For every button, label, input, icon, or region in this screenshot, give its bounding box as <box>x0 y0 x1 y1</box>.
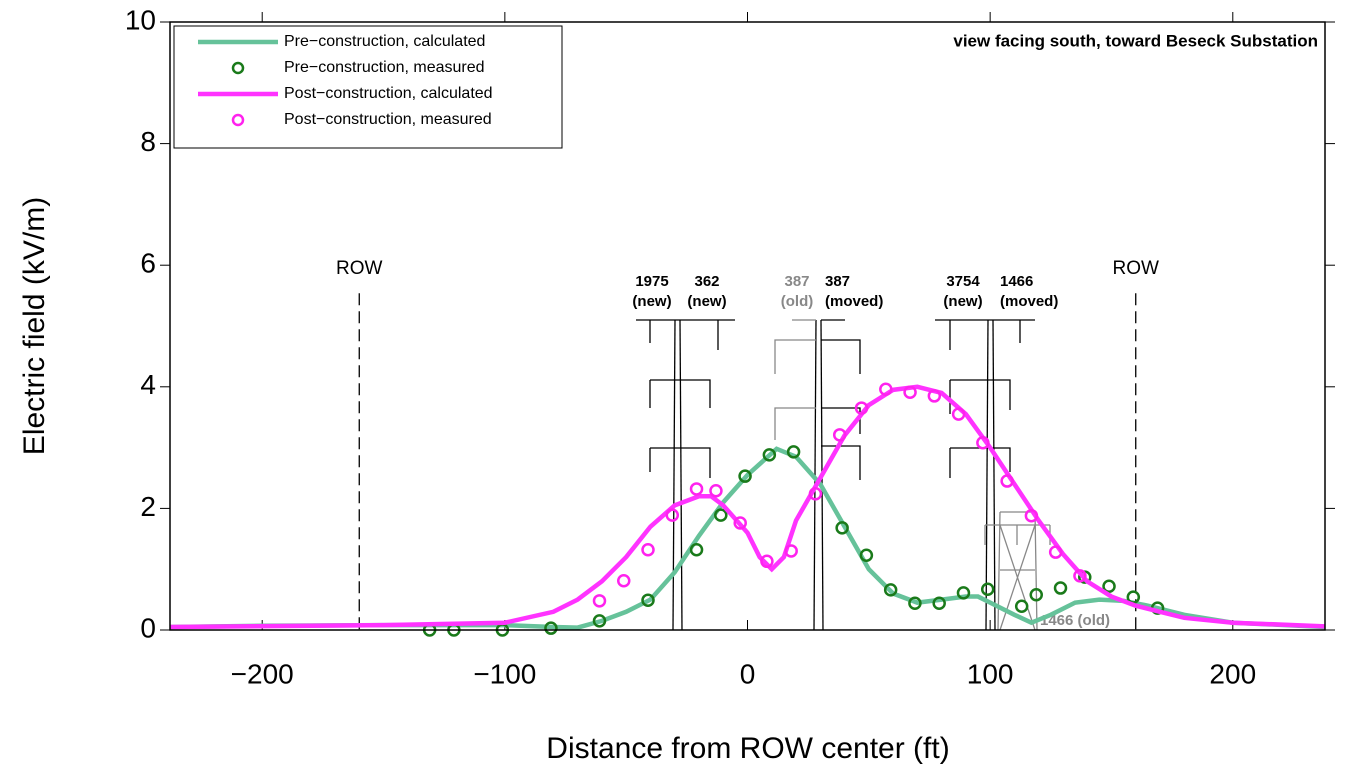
annotation: view facing south, toward Beseck Substat… <box>953 31 1318 50</box>
legend-label: Pre−construction, calculated <box>284 33 485 50</box>
data-point <box>689 482 704 496</box>
x-tick-label: 0 <box>740 658 756 689</box>
data-point <box>762 448 777 462</box>
data-point <box>951 407 966 421</box>
data-point <box>641 542 655 557</box>
structure-label: 1466 <box>1000 273 1033 290</box>
data-point <box>1000 474 1014 488</box>
x-tick-label: 100 <box>967 658 1014 689</box>
data-point <box>883 583 898 597</box>
data-point <box>903 385 917 400</box>
y-tick-label: 4 <box>140 369 156 400</box>
structure-label: (new) <box>943 293 982 310</box>
x-tick-label: −200 <box>231 658 294 689</box>
data-point <box>980 582 995 597</box>
data-point <box>835 521 849 535</box>
legend-box <box>173 25 563 149</box>
data-point <box>932 596 946 610</box>
legend-label: Post−construction, measured <box>284 111 492 128</box>
legend-swatch <box>231 113 245 127</box>
structure-label: 387 <box>825 273 850 290</box>
x-axis-title: Distance from ROW center (ft) <box>546 732 949 765</box>
legend-label: Pre−construction, measured <box>284 59 485 76</box>
data-point <box>689 542 704 557</box>
data-point <box>1102 579 1116 593</box>
structure-label: 3754 <box>946 273 980 290</box>
data-point <box>665 508 680 522</box>
data-point <box>832 428 847 442</box>
structure-label: 362 <box>694 273 719 290</box>
data-point <box>808 487 823 501</box>
data-point <box>927 389 942 403</box>
data-point <box>544 621 558 635</box>
data-point <box>1014 599 1029 614</box>
y-tick-label: 2 <box>140 491 156 522</box>
data-point <box>908 596 922 610</box>
data-point <box>1053 581 1068 595</box>
x-tick-label: −100 <box>473 658 536 689</box>
structure-label: (moved) <box>825 293 883 310</box>
data-point <box>592 614 607 628</box>
x-tick-label: 200 <box>1209 658 1256 689</box>
data-point <box>1029 587 1043 602</box>
data-point <box>976 435 990 450</box>
data-point <box>714 508 728 522</box>
structure-label: (old) <box>781 293 813 310</box>
data-point <box>709 484 723 498</box>
data-point <box>879 382 893 396</box>
plot-frame <box>169 21 1326 631</box>
legend-label: Post−construction, calculated <box>284 85 493 102</box>
row-label: ROW <box>1113 258 1160 279</box>
data-point <box>784 544 798 558</box>
y-tick-label: 6 <box>140 248 156 279</box>
y-axis-title: Electric field (kV/m) <box>18 197 51 455</box>
series-line <box>169 446 1326 630</box>
y-tick-label: 8 <box>140 126 156 157</box>
row-label: ROW <box>336 258 383 279</box>
data-point <box>738 469 752 483</box>
series-line <box>169 384 1326 630</box>
data-point <box>617 574 631 588</box>
data-point <box>786 445 801 459</box>
legend-swatch <box>231 61 245 75</box>
data-point <box>760 554 774 569</box>
y-tick-label: 10 <box>125 4 156 35</box>
data-point <box>1024 508 1039 523</box>
structure-label: (moved) <box>1000 293 1058 310</box>
data-point <box>733 516 747 530</box>
data-point <box>641 593 655 607</box>
data-point <box>1073 569 1087 583</box>
data-point <box>859 548 874 562</box>
structure-label: (new) <box>632 293 671 310</box>
structure-label: 387 <box>784 273 809 290</box>
structures <box>636 319 1051 631</box>
data-point <box>1048 545 1063 559</box>
structure-label: 1975 <box>635 273 668 290</box>
data-point <box>854 401 869 415</box>
structure-label: 1466 (old) <box>1040 612 1110 629</box>
y-tick-label: 0 <box>140 612 156 643</box>
data-point <box>956 586 971 600</box>
data-point <box>592 594 607 608</box>
structure-label: (new) <box>687 293 726 310</box>
